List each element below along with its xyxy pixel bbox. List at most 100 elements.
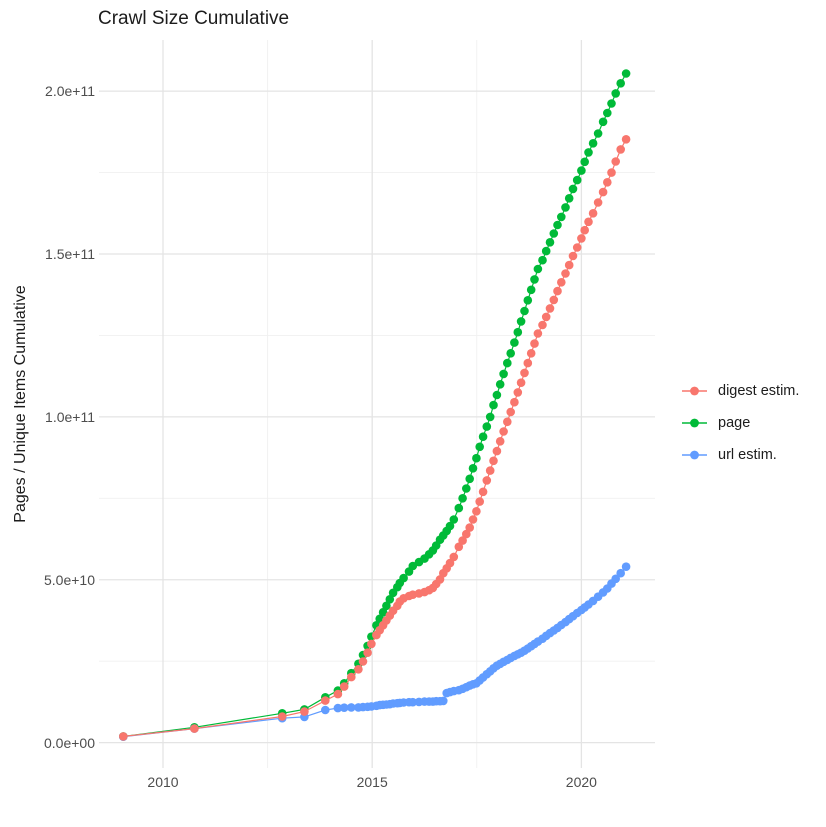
data-point <box>593 198 603 207</box>
data-point <box>513 388 523 397</box>
data-point <box>363 648 372 657</box>
data-point <box>580 157 589 167</box>
data-point <box>277 712 287 721</box>
data-point <box>611 89 620 98</box>
data-point <box>616 568 625 578</box>
data-point <box>321 705 330 715</box>
data-point <box>621 135 631 144</box>
data-point <box>495 380 505 389</box>
data-point <box>561 269 570 278</box>
chart-title: Crawl Size Cumulative <box>98 8 290 29</box>
data-point <box>611 157 620 166</box>
legend-label-url-estim: url estim. <box>718 447 777 463</box>
data-point <box>482 476 492 485</box>
data-point <box>603 108 612 118</box>
legend-item-digest-estim: digest estim. <box>681 375 799 407</box>
x-axis-tick-label: 2015 <box>356 774 388 790</box>
data-point <box>492 390 502 400</box>
data-point <box>339 682 349 691</box>
y-axis-tick-label: 2.0e+11 <box>45 83 95 100</box>
data-point <box>603 178 612 187</box>
data-point <box>516 378 526 388</box>
data-point <box>577 166 586 175</box>
data-point <box>454 542 464 552</box>
data-point <box>475 442 485 452</box>
data-point <box>347 672 356 682</box>
data-point <box>520 368 529 378</box>
data-point <box>449 552 459 562</box>
data-point <box>333 703 343 713</box>
data-point <box>523 296 533 305</box>
data-point <box>465 474 475 484</box>
data-point <box>616 145 625 154</box>
data-point <box>499 369 508 379</box>
data-point <box>611 574 620 584</box>
data-point <box>478 487 488 497</box>
data-point <box>549 229 559 238</box>
data-point <box>564 194 574 203</box>
data-point <box>584 217 593 227</box>
data-point <box>553 220 562 230</box>
data-point <box>503 417 512 427</box>
data-point <box>593 129 603 138</box>
series-line <box>123 139 627 737</box>
data-point <box>378 608 388 617</box>
data-point <box>495 437 505 446</box>
data-point <box>321 696 330 705</box>
data-point <box>489 400 498 410</box>
data-point <box>333 689 343 699</box>
legend: digest estim. page url estim. <box>681 375 799 471</box>
y-axis-tick-label: 1.5e+11 <box>45 246 95 262</box>
data-point <box>621 562 631 571</box>
data-point <box>458 536 467 545</box>
data-point <box>541 312 551 322</box>
data-point <box>577 234 586 243</box>
data-point <box>478 432 488 442</box>
data-point <box>530 339 539 348</box>
legend-label-page: page <box>718 415 751 431</box>
data-point <box>526 285 536 295</box>
data-point <box>588 139 598 148</box>
digest-estim-key-icon <box>682 386 707 396</box>
series-page <box>119 69 631 741</box>
data-point <box>533 264 543 274</box>
data-point <box>557 278 566 287</box>
series-url-estim <box>119 562 631 741</box>
data-point <box>485 466 495 475</box>
data-point <box>510 397 519 407</box>
data-point <box>506 407 515 417</box>
data-point <box>598 117 608 127</box>
data-point <box>468 515 478 524</box>
series-line <box>123 566 627 738</box>
data-point <box>492 446 502 456</box>
data-point <box>568 184 578 194</box>
series-digest-estim <box>119 135 631 741</box>
data-point <box>399 573 408 583</box>
data-point <box>465 523 475 532</box>
data-point <box>445 521 455 531</box>
legend-item-page: page <box>681 407 799 439</box>
data-point <box>541 246 551 256</box>
data-point <box>568 251 578 261</box>
data-point <box>489 456 498 466</box>
data-point <box>358 657 368 666</box>
data-point <box>449 515 459 524</box>
data-point <box>520 306 529 316</box>
data-point <box>533 329 543 338</box>
data-point <box>354 665 363 674</box>
data-point <box>530 275 539 284</box>
legend-item-url-estim: url estim. <box>681 439 799 471</box>
data-point <box>553 286 562 296</box>
data-point <box>564 260 574 270</box>
x-axis-tick-label: 2010 <box>147 774 179 790</box>
data-point <box>408 697 418 707</box>
data-point <box>561 203 570 212</box>
data-point <box>506 349 515 358</box>
data-point <box>523 358 533 368</box>
data-point <box>584 148 593 157</box>
data-point <box>339 703 349 712</box>
data-point <box>607 99 616 108</box>
data-point <box>445 558 455 568</box>
